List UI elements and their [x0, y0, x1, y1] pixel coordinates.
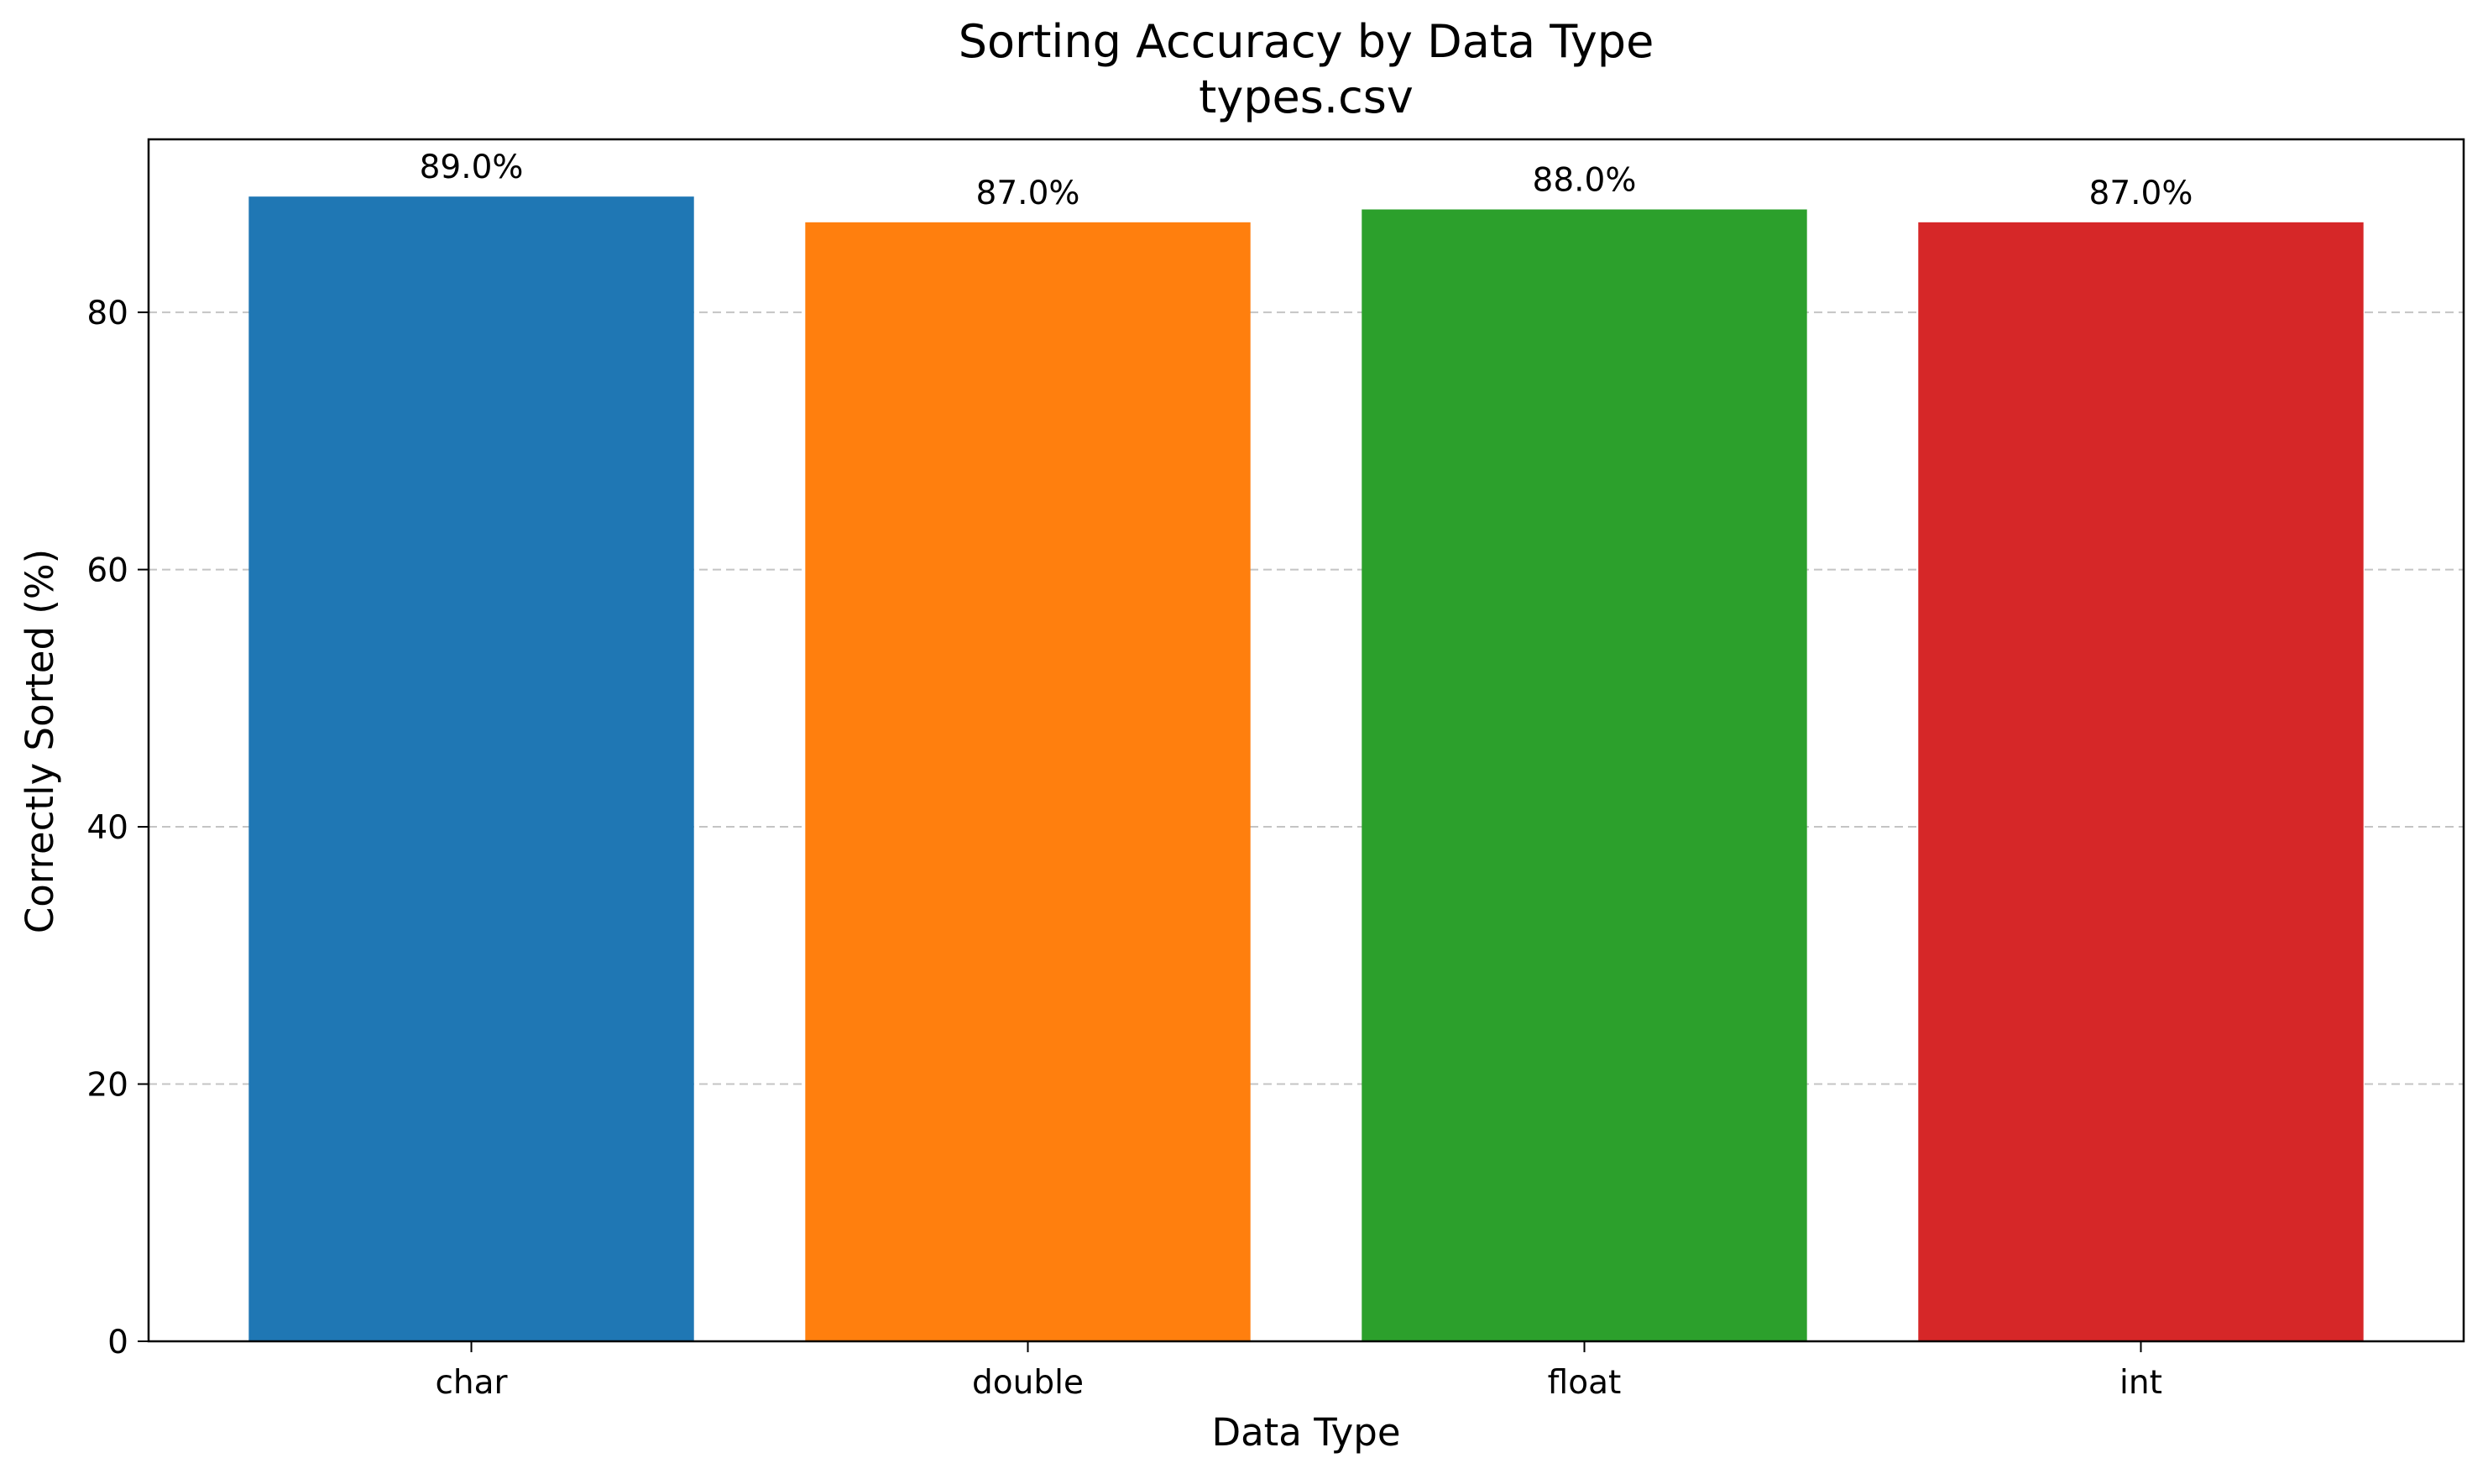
bar-int: [1918, 222, 2364, 1341]
x-tick-label-int: int: [2120, 1364, 2162, 1402]
bar-value-label-float: 88.0%: [1533, 162, 1637, 200]
plot-frame: [147, 138, 2465, 1343]
bar-float: [1362, 209, 1807, 1342]
x-tick-label-float: float: [1548, 1364, 1622, 1402]
y-tick-label-20: 20: [86, 1067, 128, 1105]
bar-value-label-char: 89.0%: [420, 149, 524, 186]
y-axis-label: Correctly Sorted (%): [18, 549, 62, 933]
chart-title: Sorting Accuracy by Data Type: [959, 15, 1654, 68]
chart-subtitle: types.csv: [1199, 71, 1414, 123]
x-tick-label-char: char: [435, 1364, 508, 1402]
x-axis-label: Data Type: [1211, 1410, 1400, 1455]
y-tick-label-80: 80: [86, 295, 128, 332]
bar-value-labels: 89.0% 87.0% 88.0% 87.0%: [420, 149, 2193, 212]
y-tick-label-0: 0: [107, 1324, 128, 1361]
bar-char: [248, 196, 694, 1342]
bars: [248, 196, 2364, 1342]
y-tick-label-60: 60: [86, 552, 128, 590]
bar-double: [805, 222, 1251, 1341]
y-tick-label-40: 40: [86, 809, 128, 847]
bar-value-label-int: 87.0%: [2089, 175, 2193, 212]
bar-value-label-double: 87.0%: [976, 175, 1080, 212]
gridlines: [149, 311, 2464, 1085]
axes: char double float int 0 20 40 60 80: [86, 138, 2465, 1402]
x-tick-label-double: double: [972, 1364, 1084, 1402]
